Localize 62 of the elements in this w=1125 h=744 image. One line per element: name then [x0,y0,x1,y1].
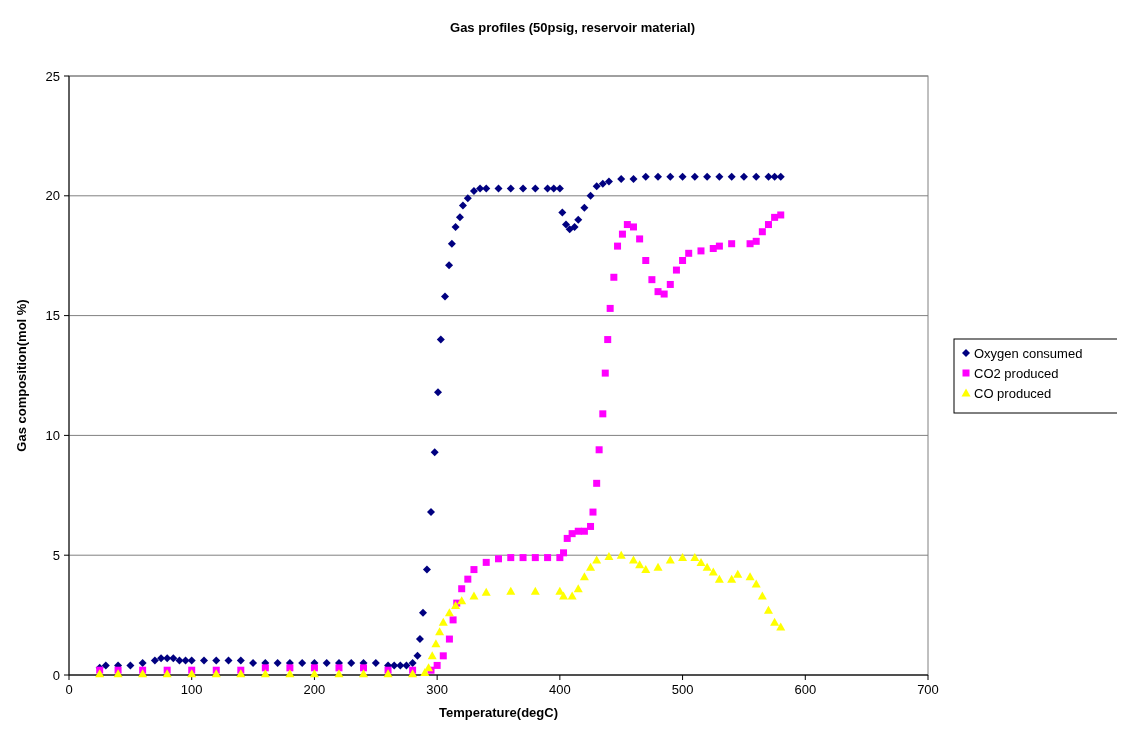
x-tick-label: 700 [917,682,939,697]
x-tick-label: 300 [426,682,448,697]
legend-label: Oxygen consumed [974,346,1083,361]
y-tick-label: 10 [45,427,60,443]
point [770,617,780,626]
y-tick-label: 5 [52,547,60,563]
point [95,669,105,678]
point [309,669,319,678]
point [383,669,393,678]
point [635,560,645,569]
point [444,608,454,617]
point [211,669,221,678]
point [702,562,712,571]
point [113,669,123,678]
x-tick-label: 200 [303,682,326,697]
point [481,587,491,596]
legend-label: CO produced [974,386,1052,401]
x-tick-label: 500 [671,682,694,697]
point [408,669,418,678]
point [530,586,540,595]
point [616,550,626,559]
point [506,586,516,595]
point [260,669,270,678]
y-tick-label: 25 [45,68,60,84]
point [690,553,700,562]
point [745,572,755,581]
point [653,562,663,571]
y-tick-label: 15 [45,308,60,324]
point [162,669,172,678]
point [641,565,651,574]
x-tick-label: 400 [549,682,571,697]
point [733,569,743,578]
point [559,591,569,600]
point [334,669,344,678]
x-tick-label: 100 [180,682,203,697]
point [696,557,706,566]
point [573,584,583,593]
point [187,669,197,678]
point [431,639,441,648]
x-tick-label: 600 [794,682,817,697]
point [714,574,724,583]
point [586,562,596,571]
y-tick-label: 0 [52,667,60,683]
point [457,596,467,605]
legend-label: CO2 produced [974,366,1059,381]
x-axis-title: Temperature(degC) [439,705,558,720]
point [579,572,589,581]
point [438,617,448,626]
chart-title: Gas profiles (50psig, reservoir material) [450,20,695,35]
point [236,669,246,678]
point [285,669,295,678]
x-tick-label: 0 [65,682,73,697]
point [776,622,786,631]
point [727,574,737,583]
point [763,605,773,614]
y-axis-title: Gas composition(mol %) [14,299,29,452]
point [427,651,437,660]
point [604,551,614,560]
point [138,669,148,678]
point [359,669,369,678]
point [678,553,688,562]
y-tick-label: 20 [45,188,60,204]
